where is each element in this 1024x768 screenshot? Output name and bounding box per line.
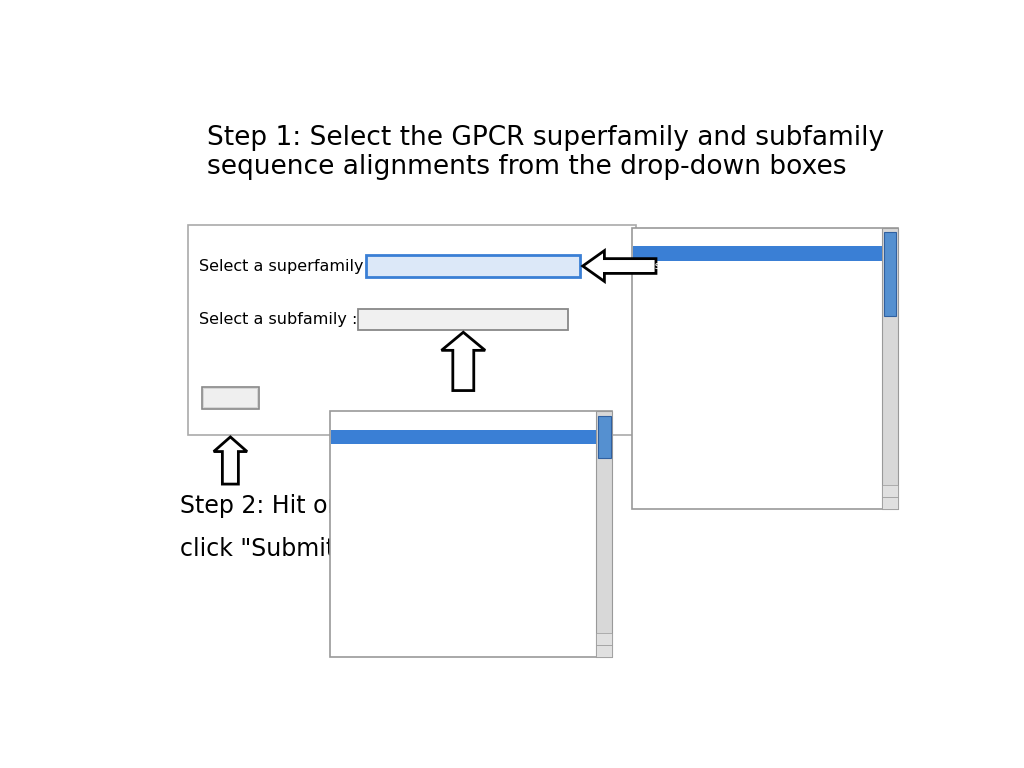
Text: ClassA_2512 (2512 sequences): ClassA_2512 (2512 sequences)	[638, 248, 812, 259]
Text: --superfamily choices--: --superfamily choices--	[638, 236, 765, 246]
Text: -adr_alpha2 (40): -adr_alpha2 (40)	[337, 632, 429, 643]
Bar	[882, 485, 898, 497]
Bar	[882, 228, 898, 509]
Text: -Opsin_other (70): -Opsin_other (70)	[337, 492, 434, 503]
Bar	[187, 225, 636, 435]
Text: -Adrenoceptor (118): -Adrenoceptor (118)	[337, 595, 450, 606]
Text: -All_Rhodopsin (465 sequences): -All_Rhodopsin (465 sequences)	[337, 443, 515, 455]
Text: Step 1: Select the GPCR superfamily and subfamily: Step 1: Select the GPCR superfamily and …	[207, 124, 885, 151]
Text: -Dopamine (91): -Dopamine (91)	[337, 547, 424, 557]
Bar	[596, 634, 612, 645]
Text: Mas_oncogene_related (78): Mas_oncogene_related (78)	[638, 443, 792, 454]
Text: Prostanoid (89): Prostanoid (89)	[638, 321, 723, 331]
Text: -Dopa_type2-3-4 (45): -Dopa_type2-3-4 (45)	[337, 559, 456, 570]
Text: sequence alignments from the drop-down boxes: sequence alignments from the drop-down b…	[207, 154, 847, 180]
Bar	[882, 497, 898, 509]
Text: -Histamine (47): -Histamine (47)	[337, 571, 424, 581]
Text: -All_Amine (547): -All_Amine (547)	[337, 523, 429, 534]
Text: -All_Amine402 (402): -All_Amine402 (402)	[337, 535, 451, 546]
Text: -Opsin_Arthropod (70): -Opsin_Arthropod (70)	[337, 468, 461, 478]
Text: Select a superfamily :: Select a superfamily :	[200, 259, 375, 273]
Bar	[331, 429, 596, 444]
Bar	[202, 387, 259, 409]
Text: Melatonin (22): Melatonin (22)	[638, 309, 719, 319]
Bar	[598, 416, 610, 458]
Text: -Adrenoceptor_alpha (71): -Adrenoceptor_alpha (71)	[337, 607, 479, 618]
Text: Chemokine (305): Chemokine (305)	[638, 388, 734, 398]
Text: ↕: ↕	[552, 313, 562, 326]
Bar	[596, 412, 612, 657]
Text: All_Rhodopsin (465): All_Rhodopsin (465)	[638, 272, 749, 283]
Text: Select a subfamily :: Select a subfamily :	[200, 312, 357, 326]
Text: -Opsin_Mollusc (8): -Opsin_Mollusc (8)	[337, 480, 439, 491]
Text: Nucleotide_like (148): Nucleotide_like (148)	[638, 407, 756, 418]
Text: All_Peptide (938): All_Peptide (938)	[638, 376, 732, 387]
Text: ↕: ↕	[563, 260, 573, 273]
Text: Submit: Submit	[207, 392, 254, 405]
Polygon shape	[214, 437, 247, 484]
Text: -Adrenoceptor_beta (47): -Adrenoceptor_beta (47)	[337, 644, 473, 655]
Bar	[358, 310, 568, 330]
Text: Gonadotropin_releasing_hormone (62): Gonadotropin_releasing_hormone (62)	[638, 419, 852, 430]
Text: click "Submit": click "Submit"	[179, 537, 346, 561]
Text: Follicle_stimulating_hormone (102): Follicle_stimulating_hormone (102)	[638, 431, 834, 442]
Text: All_Amine402 (402): All_Amine402 (402)	[638, 296, 748, 307]
Bar	[367, 255, 581, 277]
Text: -adr_alpha1 (31): -adr_alpha1 (31)	[337, 620, 429, 631]
Polygon shape	[441, 333, 485, 391]
Text: Step 2: Hit or: Step 2: Hit or	[179, 495, 337, 518]
Text: Rhodopsin: Rhodopsin	[337, 432, 395, 442]
Text: ▼: ▼	[601, 647, 607, 656]
Text: ▼: ▼	[887, 498, 893, 508]
Text: ClassA_5105 (5105 sequences): ClassA_5105 (5105 sequences)	[373, 260, 568, 273]
Text: -Muscarinic_acetylcholine (65): -Muscarinic_acetylcholine (65)	[337, 584, 507, 594]
Text: EDG (161): EDG (161)	[638, 333, 695, 343]
Polygon shape	[583, 250, 656, 281]
Text: ▲: ▲	[887, 487, 893, 496]
Bar	[331, 412, 612, 657]
Text: Amine: Amine	[337, 511, 373, 521]
Text: Adenosine (55): Adenosine (55)	[638, 357, 722, 367]
Text: ClassA_5105 (5105 sequences): ClassA_5105 (5105 sequences)	[638, 260, 811, 271]
Bar	[632, 228, 898, 509]
Text: -All_Rhodopsin (465 sequences): -All_Rhodopsin (465 sequences)	[362, 313, 563, 326]
Bar	[884, 232, 896, 316]
Bar	[204, 389, 257, 407]
Text: Cannabinoid (24): Cannabinoid (24)	[638, 345, 734, 355]
Text: -Opsin_Vertebrate (316): -Opsin_Vertebrate (316)	[337, 455, 471, 466]
Bar	[633, 247, 882, 260]
Text: --subfamily choices--: --subfamily choices--	[337, 419, 453, 429]
Text: All_Amine (547): All_Amine (547)	[638, 284, 726, 295]
Text: ▲: ▲	[601, 634, 607, 644]
Bar	[596, 645, 612, 657]
